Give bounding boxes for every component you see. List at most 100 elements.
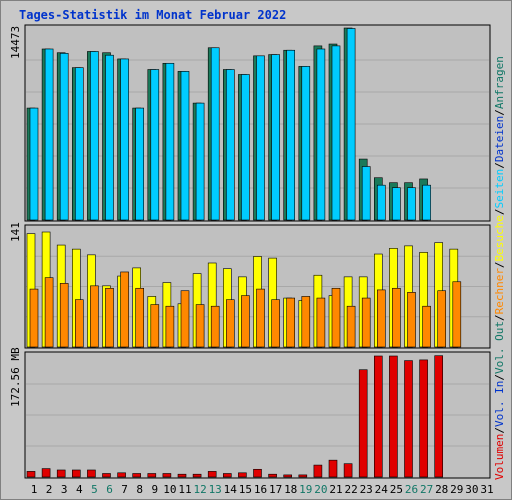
right-legend-part-7: / [493,261,506,268]
right-legend-part-12: Dateien [493,116,506,162]
x-tick-label-day-18: 18 [284,483,297,496]
right-legend-part-8: Besuche [493,215,506,261]
x-tick-label-day-4: 4 [76,483,83,496]
bar-rechner-day-15 [241,295,250,348]
x-tick-label-day-9: 9 [151,483,158,496]
bar-dateien-day-4 [75,67,84,221]
bar-dateien-day-20 [316,48,326,221]
bar-volumen-day-4 [72,469,81,478]
right-legend-part-13: / [493,109,506,116]
bar-volumen-day-1 [26,471,36,478]
bar-volumen-day-17 [268,473,277,478]
right-legend-part-1: / [493,427,506,434]
bars [26,27,462,478]
bar-dateien-day-26 [407,187,416,221]
bar-volumen-day-22 [343,463,353,478]
bar-volumen-day-18 [283,474,293,478]
bar-volumen-day-9 [147,473,157,478]
bar-volumen-day-26 [404,360,413,478]
bar-volumen-day-13 [207,471,217,478]
x-tick-label-day-6: 6 [106,483,113,496]
bar-rechner-day-9 [150,304,160,348]
x-tick-label-day-7: 7 [121,483,128,496]
bar-dateien-day-18 [286,49,296,221]
x-tick-label-day-16: 16 [254,483,267,496]
bar-volumen-day-3 [56,469,66,478]
x-tick-label-day-29: 29 [450,483,463,496]
x-tick-label-day-21: 21 [329,483,342,496]
bar-volumen-day-19 [298,474,308,478]
bar-rechner-day-12 [195,304,205,348]
bar-volumen-day-28 [434,355,444,478]
bar-dateien-day-11 [180,71,190,221]
x-tick-label-day-23: 23 [360,483,373,496]
x-tick-label-day-1: 1 [31,483,38,496]
x-tick-label-day-11: 11 [178,483,191,496]
chart-title: Tages-Statistik im Monat Februar 2022 [19,8,286,22]
bar-dateien-day-3 [59,53,69,221]
bar-dateien-day-13 [210,47,220,221]
bar-volumen-day-27 [419,359,428,478]
x-tick-label-day-27: 27 [420,483,433,496]
bar-rechner-day-13 [210,305,220,348]
x-tick-label-day-30: 30 [465,483,478,496]
right-legend-part-0: Volumen [493,434,506,480]
bar-rechner-day-1 [29,288,39,348]
x-tick-label-day-14: 14 [224,483,238,496]
bar-dateien-day-24 [376,184,386,221]
bar-dateien-day-7 [120,58,129,221]
bar-volumen-day-24 [373,355,383,478]
bar-volumen-day-23 [358,369,368,478]
bar-dateien-day-9 [150,69,160,221]
right-legend-part-9: / [493,208,506,215]
bar-dateien-day-16 [256,55,265,221]
bar-rechner-day-14 [226,299,235,348]
bar-dateien-day-6 [105,54,114,221]
bar-rechner-day-5 [90,285,99,348]
bar-dateien-day-23 [361,166,371,221]
x-tick-label-day-17: 17 [269,483,282,496]
right-legend-part-5: / [493,314,506,321]
bar-rechner-day-3 [59,283,69,348]
right-legend-part-14: Anfragen [493,56,506,109]
bar-volumen-day-6 [102,473,111,478]
bar-volumen-day-25 [389,355,398,478]
bar-volumen-day-8 [132,473,141,478]
bar-rechner-day-23 [361,297,371,348]
hits-max-label: 14473 [9,26,22,59]
bar-rechner-day-20 [316,297,326,348]
bar-rechner-day-26 [407,292,416,348]
x-tick-label-day-25: 25 [390,483,403,496]
bar-dateien-day-1 [29,107,39,221]
bar-volumen-day-21 [328,459,338,478]
x-tick-label-day-2: 2 [46,483,53,496]
bar-rechner-day-27 [422,305,431,348]
x-tick-label-day-12: 12 [193,483,206,496]
right-legend-part-10: Seiten [493,169,506,209]
bar-volumen-day-11 [177,473,187,478]
bar-rechner-day-11 [180,290,190,348]
bar-dateien-day-8 [135,107,144,221]
bar-rechner-day-21 [331,287,341,348]
x-tick-label-day-24: 24 [375,483,389,496]
bar-volumen-day-20 [313,464,323,478]
bar-rechner-day-19 [301,296,311,348]
bar-volumen-day-16 [253,468,262,478]
bar-dateien-day-27 [422,184,431,221]
volume-max-label: 172.56 MB [9,347,22,407]
right-legend-part-4: Vol. Out [493,321,506,374]
bar-dateien-day-19 [301,66,311,221]
x-tick-label-day-28: 28 [435,483,448,496]
x-tick-label-day-15: 15 [239,483,252,496]
bar-rechner-day-29 [452,281,462,348]
bar-dateien-day-21 [331,45,341,221]
x-tick-label-day-3: 3 [61,483,68,496]
bar-dateien-day-12 [195,102,205,221]
bar-rechner-day-10 [165,305,175,348]
bar-dateien-day-2 [44,48,54,221]
bar-rechner-day-7 [120,271,129,348]
bar-rechner-day-28 [437,290,447,348]
bar-dateien-day-25 [392,187,401,221]
bar-rechner-day-16 [256,288,265,348]
